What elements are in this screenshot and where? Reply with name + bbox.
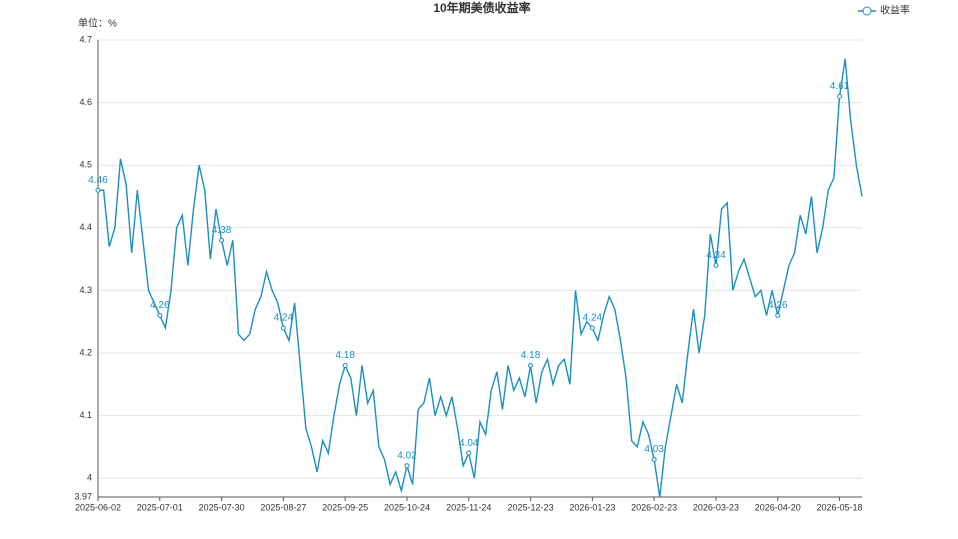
x-tick-label: 2025-07-01 [137, 502, 183, 512]
point [157, 312, 163, 318]
value-label: 4.18 [335, 350, 355, 361]
legend-marker [862, 6, 872, 16]
value-label: 4.26 [150, 300, 170, 311]
point [528, 363, 534, 369]
point [837, 93, 843, 99]
value-label: 4.02 [397, 450, 417, 461]
legend-label: 收益率 [880, 4, 910, 17]
point [775, 312, 781, 318]
x-tick-label: 2025-10-24 [384, 502, 430, 512]
point [651, 456, 657, 462]
point [95, 187, 101, 193]
value-label: 4.38 [212, 225, 232, 236]
point [342, 363, 348, 369]
point [219, 237, 225, 243]
x-tick-label: 2025-12-23 [508, 502, 554, 512]
y-tick-label: 4.6 [79, 97, 92, 107]
chart-title: 10年期美债收益率 [433, 0, 530, 15]
y-tick-label: 4.1 [79, 410, 92, 420]
y-tick-label: 4.2 [79, 347, 92, 357]
value-label: 4.04 [459, 438, 479, 449]
x-tick-label: 2026-05-18 [817, 502, 863, 512]
y-tick-label: 4.5 [79, 160, 92, 170]
x-tick-label: 2025-06-02 [75, 502, 121, 512]
value-label: 4.03 [644, 444, 664, 455]
value-label: 4.26 [768, 300, 788, 311]
y-tick-label: 3.97 [74, 491, 92, 501]
unit-label: 单位：% [78, 17, 117, 30]
point [404, 463, 410, 469]
x-tick-label: 2026-01-23 [569, 502, 615, 512]
y-tick-label: 4.3 [79, 285, 92, 295]
x-tick-label: 2025-09-25 [322, 502, 368, 512]
y-tick-label: 4 [87, 473, 92, 483]
value-label: 4.61 [830, 81, 850, 92]
point [280, 325, 286, 331]
value-label: 4.46 [88, 175, 108, 186]
point [589, 325, 595, 331]
y-tick-label: 4.7 [79, 34, 92, 44]
x-tick-label: 2025-08-27 [260, 502, 306, 512]
point [466, 450, 472, 456]
y-tick-label: 4.4 [79, 222, 92, 232]
x-tick-label: 2026-02-23 [631, 502, 677, 512]
value-label: 4.18 [521, 350, 541, 361]
value-label: 4.34 [706, 250, 726, 261]
x-tick-label: 2025-11-24 [446, 502, 491, 512]
x-tick-label: 2026-03-23 [693, 502, 739, 512]
value-label: 4.24 [274, 313, 294, 324]
x-tick-label: 2026-04-20 [755, 502, 801, 512]
point [713, 262, 719, 268]
x-tick-label: 2025-07-30 [199, 502, 245, 512]
line [98, 58, 863, 498]
value-label: 4.24 [583, 313, 603, 324]
